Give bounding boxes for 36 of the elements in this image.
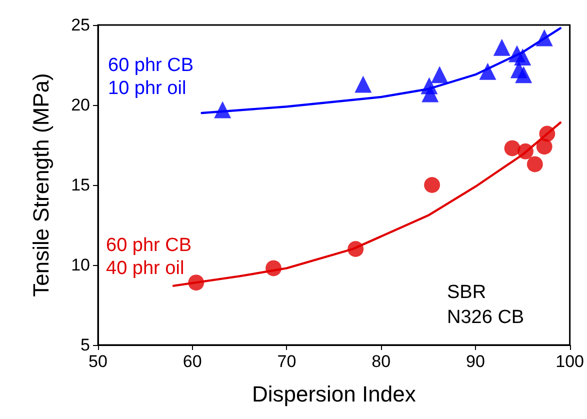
annotation: SBR — [447, 282, 486, 303]
y-tick-label: 15 — [71, 176, 90, 194]
x-axis-title: Dispersion Index — [252, 382, 416, 406]
point — [479, 62, 496, 80]
point — [354, 76, 372, 93]
point — [526, 156, 543, 172]
point — [424, 177, 440, 193]
point — [214, 101, 232, 118]
x-tick-label: 60 — [182, 352, 202, 371]
annotation: N326 CB — [447, 307, 524, 328]
y-axis-title: Tensile Strength (MPa) — [28, 73, 54, 297]
x-tick-label: 50 — [88, 352, 108, 371]
x-tick-label: 80 — [372, 352, 391, 371]
y-tick-label: 25 — [71, 16, 90, 34]
point — [514, 48, 532, 66]
point — [504, 140, 520, 156]
series-label: 60 phr CB 40 phr oil — [106, 235, 192, 279]
line-series — [200, 27, 562, 114]
point — [536, 138, 552, 155]
point — [266, 260, 282, 276]
x-tick-label: 70 — [277, 352, 296, 371]
x-tick-label: 90 — [466, 352, 485, 371]
point — [536, 29, 553, 46]
point — [517, 143, 534, 160]
point — [431, 66, 448, 84]
x-tick-label: 100 — [556, 352, 584, 371]
point — [515, 66, 532, 84]
point — [539, 126, 556, 142]
y-tick-label: 10 — [71, 256, 90, 274]
point — [188, 274, 204, 291]
point — [422, 85, 439, 102]
y-tick-label: 5 — [80, 336, 90, 354]
point — [493, 38, 510, 56]
point — [348, 241, 364, 257]
y-tick-label: 20 — [71, 96, 90, 114]
series-label: 60 phr CB 10 phr oil — [108, 55, 194, 99]
